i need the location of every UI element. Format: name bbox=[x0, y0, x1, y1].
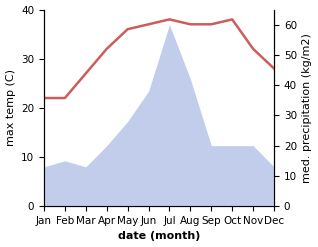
Y-axis label: med. precipitation (kg/m2): med. precipitation (kg/m2) bbox=[302, 33, 313, 183]
Y-axis label: max temp (C): max temp (C) bbox=[5, 69, 16, 146]
X-axis label: date (month): date (month) bbox=[118, 231, 200, 242]
